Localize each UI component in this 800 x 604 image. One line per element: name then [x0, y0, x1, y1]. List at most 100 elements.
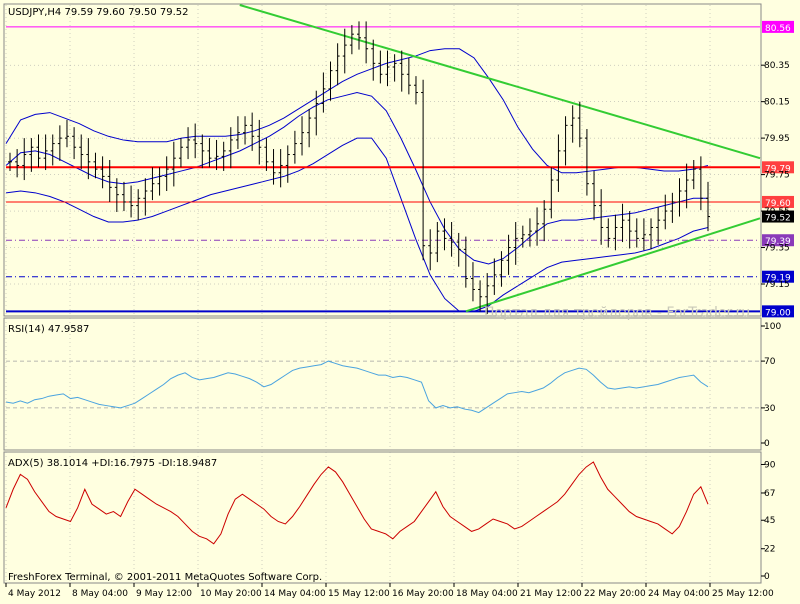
- ohlc-bar: [556, 134, 561, 192]
- price-tick-label: 79.75: [764, 171, 790, 181]
- rsi-tick-label: 30: [764, 404, 776, 414]
- x-tick-label: 22 May 20:00: [584, 589, 646, 599]
- ohlc-bar: [100, 156, 105, 189]
- level-label: 79.19: [765, 274, 791, 284]
- ohlc-bar: [442, 218, 447, 251]
- x-tick-label: 4 May 2012: [8, 589, 61, 599]
- level-label: 79.79: [765, 164, 791, 174]
- ohlc-bar: [36, 134, 41, 168]
- price-panel: [3, 3, 762, 317]
- ohlc-bar: [592, 170, 597, 221]
- ohlc-bar: [613, 214, 618, 251]
- adx-series: 90 67 45 22 0: [5, 460, 776, 582]
- ohlc-bar: [698, 156, 703, 211]
- x-tick-label: 14 May 04:00: [264, 589, 326, 599]
- bollinger-middle: [5, 92, 708, 265]
- ohlc-bar: [627, 211, 632, 249]
- adx-tick-label: 45: [764, 516, 775, 526]
- x-tick-label: 21 May 12:00: [520, 589, 582, 599]
- ohlc-bar: [164, 156, 169, 191]
- level-label: 79.60: [765, 199, 791, 209]
- ohlc-bar: [606, 218, 611, 248]
- ohlc-bar: [599, 189, 604, 245]
- rsi-tick-label: 0: [764, 439, 770, 449]
- rsi-panel: [3, 317, 762, 451]
- level-label-bg: [762, 20, 794, 33]
- x-tick-label: 16 May 20:00: [392, 589, 454, 599]
- ohlc-bar: [584, 129, 589, 196]
- ohlc-bar: [250, 112, 255, 151]
- ohlc-bar: [86, 138, 91, 180]
- rsi-tick-label: 100: [764, 322, 781, 332]
- bollinger-bands: [5, 48, 709, 312]
- x-tick-label: 9 May 12:00: [136, 589, 192, 599]
- rsi-tick-label: 70: [764, 357, 776, 367]
- ohlc-bar: [513, 222, 518, 265]
- ohlc-bar: [349, 25, 354, 55]
- ohlc-bar: [278, 149, 283, 188]
- ohlc-bar: [193, 123, 198, 159]
- x-tick-label: 25 May 12:00: [712, 589, 774, 599]
- ohlc-bar: [121, 181, 126, 212]
- ohlc-bar: [157, 167, 162, 196]
- level-label: 79.39: [765, 237, 791, 247]
- ohlc-bar: [570, 105, 575, 143]
- ohlc-bar: [321, 72, 326, 113]
- ohlc-bar: [8, 152, 12, 171]
- ohlc-bar: [577, 101, 582, 148]
- ohlc-bar: [527, 218, 532, 247]
- level-label-bg: [762, 270, 794, 283]
- ohlc-bar: [300, 116, 305, 156]
- level-label-bg: [762, 161, 794, 174]
- ohlc-bar: [178, 138, 183, 168]
- x-tick-label: 18 May 04:00: [456, 589, 518, 599]
- ohlc-bar: [520, 225, 525, 248]
- time-axis: 4 May 2012 8 May 04:00 9 May 12:00 10 May 2…: [5, 5, 774, 599]
- ohlc-bar: [634, 218, 639, 248]
- price-tick-label: 79.35: [764, 244, 790, 254]
- adx-tick-label: 67: [764, 489, 775, 499]
- ohlc-bar: [428, 229, 433, 271]
- level-label: 79.52: [765, 214, 791, 224]
- level-label: 80.56: [765, 24, 791, 34]
- price-gridlines: [6, 64, 760, 285]
- ohlc-bars: [8, 21, 710, 315]
- ohlc-bar: [684, 163, 689, 209]
- ohlc-bar: [136, 189, 141, 221]
- ohlc-bar: [214, 139, 219, 171]
- ohlc-bar: [463, 236, 468, 288]
- ohlc-bar: [150, 167, 155, 201]
- adx-tick-label: 90: [764, 460, 776, 470]
- price-tick-label: 79.95: [764, 134, 790, 144]
- ohlc-bar: [143, 178, 148, 216]
- ohlc-bar: [72, 127, 77, 160]
- ohlc-bar: [435, 222, 440, 263]
- ohlc-bar: [235, 116, 240, 150]
- adx-tick-label: 22: [764, 545, 775, 555]
- ohlc-bar: [285, 145, 290, 183]
- ohlc-bar: [171, 141, 176, 187]
- price-tick-label: 80.15: [764, 98, 790, 108]
- watermark-text: Портал для трейдеров - ForTrader.ru: [484, 305, 750, 321]
- adx-title: ADX(5) 38.1014 +DI:16.7975 -DI:18.9487: [8, 458, 217, 469]
- ohlc-bar: [257, 119, 262, 165]
- ohlc-bar: [292, 130, 297, 164]
- ohlc-bar: [677, 178, 682, 217]
- ohlc-bar: [413, 76, 418, 105]
- ohlc-bar: [378, 50, 383, 84]
- ohlc-bar: [264, 138, 269, 171]
- ohlc-bar: [385, 50, 390, 87]
- ohlc-bar: [186, 127, 191, 160]
- ohlc-bar: [357, 21, 361, 50]
- ohlc-bar: [29, 138, 34, 172]
- ohlc-bar: [307, 108, 312, 148]
- ohlc-bar: [43, 134, 48, 171]
- price-tick-label: 80.35: [764, 61, 790, 71]
- ohlc-bar: [535, 207, 540, 246]
- ohlc-bar: [15, 149, 20, 178]
- ohlc-bar: [506, 234, 511, 275]
- ohlc-bar: [271, 149, 276, 185]
- ohlc-bar: [243, 116, 248, 145]
- x-tick-label: 24 May 04:00: [648, 589, 710, 599]
